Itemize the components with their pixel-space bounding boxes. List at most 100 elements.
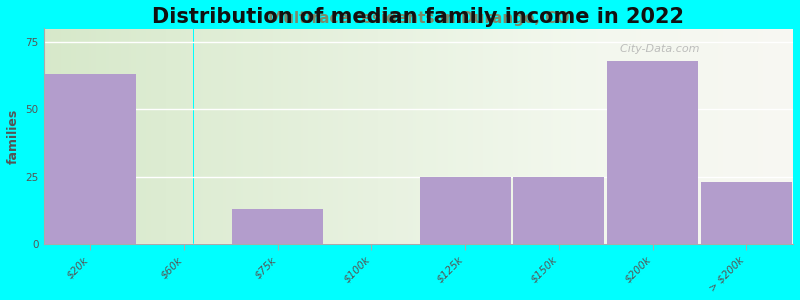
Bar bbox=[351, 28, 354, 244]
Bar bbox=[361, 28, 363, 244]
Bar bbox=[713, 28, 716, 244]
Bar bbox=[276, 28, 278, 244]
Bar bbox=[323, 28, 326, 244]
Bar bbox=[696, 28, 698, 244]
Bar bbox=[494, 28, 496, 244]
Bar bbox=[131, 28, 134, 244]
Bar bbox=[783, 28, 786, 244]
Bar bbox=[775, 28, 778, 244]
Bar bbox=[451, 28, 454, 244]
Bar bbox=[658, 28, 661, 244]
Bar bbox=[334, 28, 336, 244]
Bar bbox=[303, 28, 306, 244]
Bar bbox=[214, 28, 216, 244]
Bar bbox=[121, 28, 123, 244]
Bar bbox=[474, 28, 476, 244]
Bar bbox=[456, 28, 458, 244]
Bar bbox=[411, 28, 414, 244]
Bar bbox=[616, 28, 618, 244]
Bar bbox=[454, 28, 456, 244]
Bar bbox=[781, 28, 783, 244]
Bar bbox=[478, 28, 481, 244]
Bar bbox=[578, 28, 581, 244]
Bar bbox=[590, 28, 594, 244]
Bar bbox=[234, 28, 236, 244]
Bar bbox=[166, 28, 169, 244]
Bar bbox=[343, 28, 346, 244]
Bar bbox=[391, 28, 394, 244]
Bar bbox=[116, 28, 118, 244]
Bar bbox=[458, 28, 461, 244]
Bar bbox=[741, 28, 743, 244]
Bar bbox=[558, 28, 561, 244]
Bar bbox=[316, 28, 318, 244]
Bar bbox=[398, 28, 401, 244]
Bar bbox=[676, 28, 678, 244]
Bar bbox=[706, 28, 708, 244]
Bar bbox=[126, 28, 129, 244]
Bar bbox=[701, 182, 792, 244]
Bar bbox=[261, 28, 263, 244]
Bar bbox=[54, 28, 56, 244]
Bar bbox=[726, 28, 728, 244]
Bar bbox=[414, 28, 416, 244]
Bar bbox=[294, 28, 296, 244]
Bar bbox=[490, 28, 494, 244]
Bar bbox=[728, 28, 730, 244]
Bar bbox=[209, 28, 211, 244]
Bar bbox=[748, 28, 750, 244]
Bar bbox=[570, 28, 574, 244]
Bar bbox=[341, 28, 343, 244]
Bar bbox=[788, 28, 790, 244]
Bar bbox=[201, 28, 203, 244]
Bar bbox=[773, 28, 775, 244]
Bar bbox=[735, 28, 738, 244]
Bar bbox=[406, 28, 408, 244]
Bar bbox=[768, 28, 770, 244]
Bar bbox=[643, 28, 646, 244]
Bar bbox=[71, 28, 74, 244]
Bar bbox=[618, 28, 621, 244]
Bar bbox=[211, 28, 214, 244]
Bar bbox=[546, 28, 548, 244]
Bar bbox=[366, 28, 368, 244]
Bar bbox=[163, 28, 166, 244]
Bar bbox=[283, 28, 286, 244]
Bar bbox=[434, 28, 436, 244]
Bar bbox=[86, 28, 89, 244]
Bar bbox=[554, 28, 556, 244]
Bar bbox=[114, 28, 116, 244]
Bar bbox=[461, 28, 463, 244]
Bar bbox=[670, 28, 673, 244]
Bar bbox=[574, 28, 576, 244]
Bar bbox=[194, 28, 196, 244]
Bar bbox=[401, 28, 403, 244]
Bar bbox=[648, 28, 650, 244]
Bar bbox=[336, 28, 338, 244]
Bar bbox=[755, 28, 758, 244]
Bar bbox=[74, 28, 76, 244]
Bar bbox=[154, 28, 156, 244]
Bar bbox=[109, 28, 111, 244]
Bar bbox=[229, 28, 231, 244]
Bar bbox=[218, 28, 221, 244]
Bar bbox=[76, 28, 78, 244]
Bar bbox=[96, 28, 98, 244]
Bar bbox=[89, 28, 91, 244]
Bar bbox=[243, 28, 246, 244]
Bar bbox=[388, 28, 391, 244]
Bar bbox=[633, 28, 636, 244]
Bar bbox=[156, 28, 158, 244]
Bar bbox=[416, 28, 418, 244]
Bar bbox=[141, 28, 143, 244]
Bar bbox=[536, 28, 538, 244]
Bar bbox=[681, 28, 683, 244]
Bar bbox=[118, 28, 121, 244]
Bar bbox=[753, 28, 755, 244]
Bar bbox=[607, 61, 698, 244]
Title: Distribution of median family income in 2022: Distribution of median family income in … bbox=[152, 7, 684, 27]
Bar bbox=[638, 28, 641, 244]
Bar bbox=[311, 28, 314, 244]
Bar bbox=[186, 28, 189, 244]
Bar bbox=[526, 28, 528, 244]
